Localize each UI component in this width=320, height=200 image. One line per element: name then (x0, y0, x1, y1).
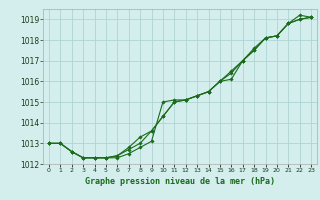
X-axis label: Graphe pression niveau de la mer (hPa): Graphe pression niveau de la mer (hPa) (85, 177, 275, 186)
